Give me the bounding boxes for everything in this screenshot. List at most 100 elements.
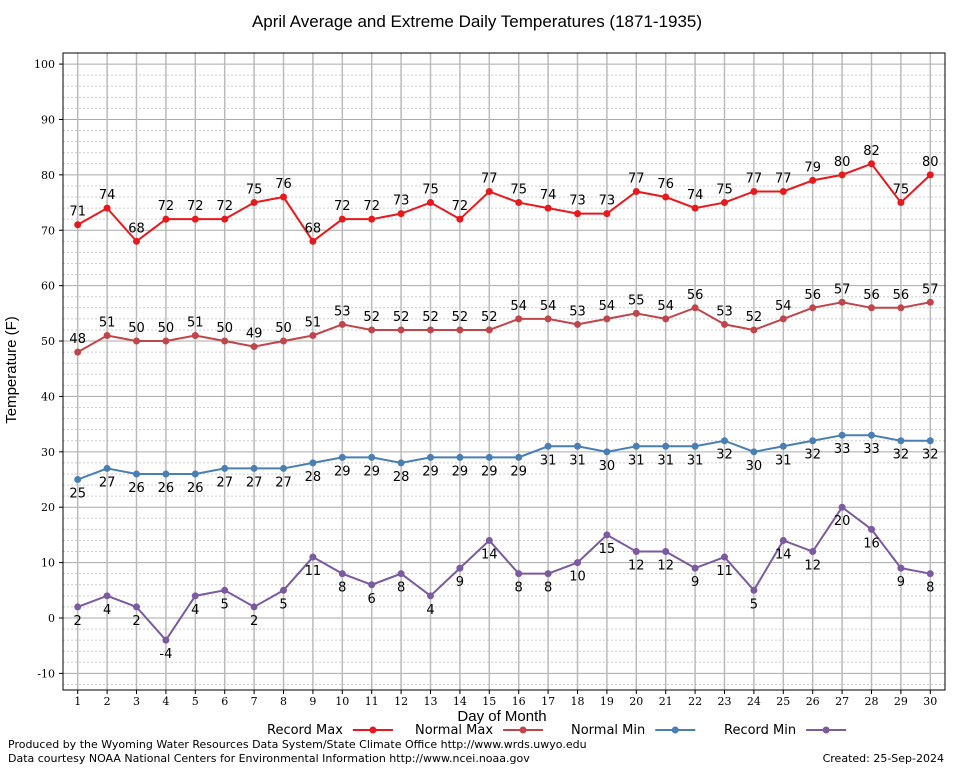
x-tick-label: 25 xyxy=(776,695,790,708)
normal-max-point xyxy=(779,315,787,323)
normal-min-data-label: 28 xyxy=(305,470,322,485)
normal-min-data-label: 26 xyxy=(187,481,204,496)
y-tick-label: 100 xyxy=(34,58,55,71)
x-tick-label: 27 xyxy=(835,695,849,708)
record-min-data-label: 5 xyxy=(279,597,287,612)
y-tick-label: 20 xyxy=(41,501,55,514)
record-min-point xyxy=(456,564,464,572)
normal-max-data-label: 54 xyxy=(540,299,557,314)
normal-max-data-label: 50 xyxy=(216,321,233,336)
y-tick-label: 10 xyxy=(41,557,55,570)
record-max-data-label: 77 xyxy=(775,171,792,186)
normal-min-point xyxy=(838,431,846,439)
normal-max-data-label: 51 xyxy=(99,315,116,330)
normal-min-point xyxy=(897,437,905,445)
normal-max-point xyxy=(162,337,170,345)
record-max-data-label: 72 xyxy=(216,199,233,214)
record-min-point xyxy=(338,570,346,578)
normal-min-data-label: 26 xyxy=(158,481,175,496)
normal-min-point xyxy=(250,464,258,472)
record-min-data-label: 8 xyxy=(544,581,552,596)
record-max-data-label: 68 xyxy=(128,221,145,236)
y-axis-label: Temperature (F) xyxy=(3,316,20,424)
record-max-data-label: 75 xyxy=(510,183,527,198)
record-max-data-label: 72 xyxy=(452,199,469,214)
x-tick-label: 24 xyxy=(747,695,761,708)
x-tick-label: 1 xyxy=(74,695,81,708)
normal-max-point xyxy=(838,298,846,306)
record-max-point xyxy=(338,215,346,223)
footer-created-date: Created: 25-Sep-2024 xyxy=(822,752,944,765)
normal-min-point xyxy=(191,470,199,478)
record-max-data-label: 82 xyxy=(863,144,880,159)
normal-max-data-label: 54 xyxy=(599,299,616,314)
record-min-point xyxy=(397,570,405,578)
normal-max-data-label: 50 xyxy=(128,321,145,336)
record-max-point xyxy=(721,199,728,207)
normal-max-data-label: 51 xyxy=(187,315,204,330)
plot-border xyxy=(62,52,946,691)
record-max-line xyxy=(77,162,931,243)
normal-min-data-label: 31 xyxy=(569,453,586,468)
record-min-data-label: 4 xyxy=(103,603,111,618)
normal-max-data-label: 57 xyxy=(834,282,851,297)
record-min-point xyxy=(133,603,140,611)
record-max-point xyxy=(515,199,523,207)
normal-min-point xyxy=(74,476,82,484)
record-max-data-label: 74 xyxy=(540,188,557,203)
normal-max-data-label: 50 xyxy=(158,321,175,336)
record-min-line xyxy=(77,505,931,642)
normal-max-data-label: 56 xyxy=(687,288,704,303)
record-min-point xyxy=(838,503,846,511)
x-tick-label: 26 xyxy=(806,695,820,708)
record-max-data-label: 72 xyxy=(158,199,175,214)
normal-max-data-label: 52 xyxy=(422,310,439,325)
x-tick-label: 12 xyxy=(394,695,408,708)
record-max-data-label: 75 xyxy=(246,183,263,198)
x-tick-label: 16 xyxy=(512,695,526,708)
record-min-data-label: 4 xyxy=(426,603,434,618)
record-min-point xyxy=(926,570,934,578)
normal-max-point xyxy=(868,304,875,312)
record-max-point xyxy=(162,215,170,223)
x-tick-label: 15 xyxy=(482,695,496,708)
record-min-point xyxy=(191,592,199,600)
record-min-point xyxy=(544,570,552,578)
record-max-point xyxy=(662,193,670,201)
legend-label-normal-max: Normal Max xyxy=(415,723,493,738)
normal-max-point xyxy=(368,326,376,334)
normal-min-data-label: 31 xyxy=(775,453,792,468)
normal-min-data-label: 30 xyxy=(599,459,616,474)
normal-max-point xyxy=(750,326,758,334)
normal-max-point xyxy=(897,304,905,312)
normal-min-data-label: 31 xyxy=(657,453,674,468)
normal-min-data-label: 33 xyxy=(863,442,880,457)
record-min-point xyxy=(103,592,111,600)
record-max-point xyxy=(456,215,464,223)
x-tick-label: 13 xyxy=(424,695,438,708)
normal-max-point xyxy=(603,315,611,323)
normal-max-line xyxy=(77,301,931,353)
normal-max-data-label: 52 xyxy=(452,310,469,325)
record-max-data-label: 80 xyxy=(922,155,939,170)
normal-min-point xyxy=(603,448,611,456)
normal-max-point xyxy=(485,326,493,334)
x-tick-label: 10 xyxy=(335,695,349,708)
normal-min-data-label: 29 xyxy=(452,464,469,479)
record-max-point xyxy=(926,171,934,179)
x-tick-label: 5 xyxy=(192,695,199,708)
y-tick-label: 30 xyxy=(41,446,55,459)
normal-max-data-label: 54 xyxy=(775,299,792,314)
y-tick-label: 40 xyxy=(41,390,55,403)
normal-min-point xyxy=(485,453,493,461)
normal-min-data-label: 29 xyxy=(481,464,498,479)
normal-max-point xyxy=(280,337,287,345)
legend-marker-record-min xyxy=(822,726,830,734)
record-max-point xyxy=(632,187,640,195)
record-min-point xyxy=(485,536,493,544)
normal-max-data-label: 54 xyxy=(510,299,527,314)
y-tick-label: 80 xyxy=(41,169,55,182)
normal-min-data-label: 31 xyxy=(687,453,704,468)
normal-max-point xyxy=(133,337,140,345)
normal-min-point xyxy=(309,459,317,467)
